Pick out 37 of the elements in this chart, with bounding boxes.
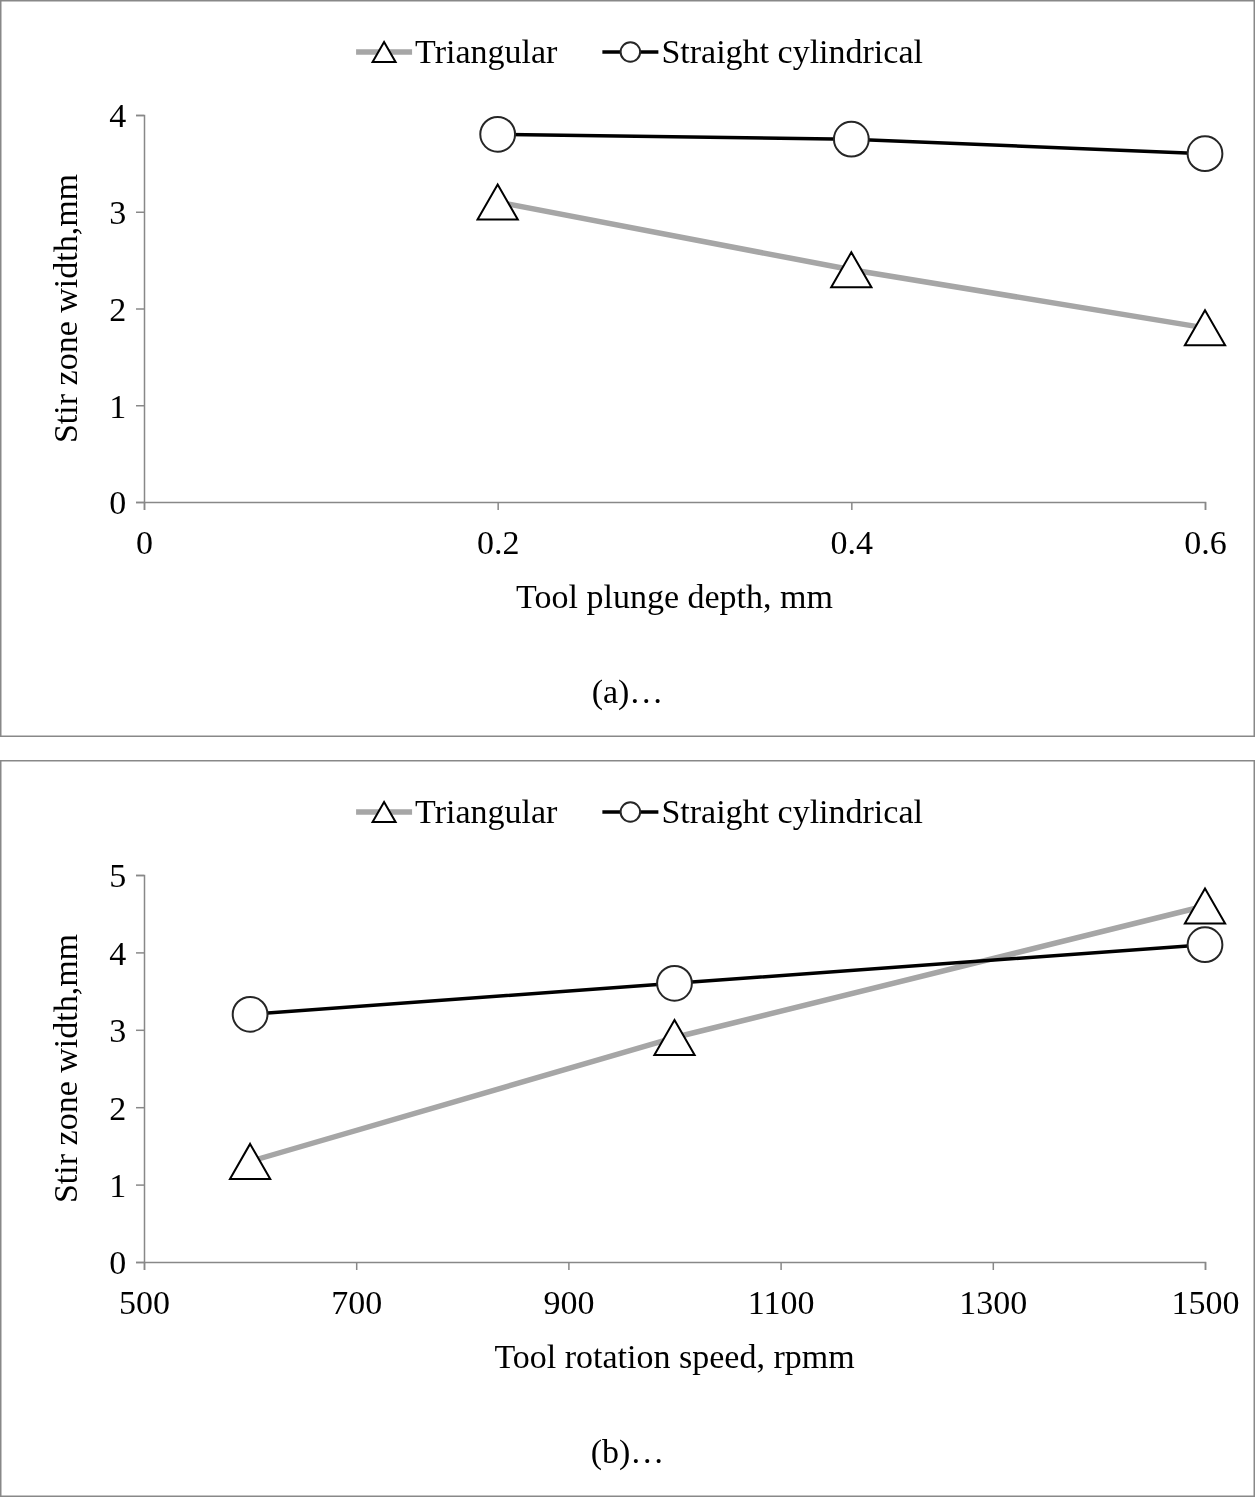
x-tick-label: 1500 xyxy=(1171,1283,1240,1321)
point xyxy=(1186,135,1224,173)
legend-label: Triangular xyxy=(415,33,559,70)
x-tick-label: 700 xyxy=(331,1283,383,1321)
x-axis-title: Tool rotation speed, rpmm xyxy=(494,1338,855,1375)
text: (a)… xyxy=(591,673,664,711)
point xyxy=(1186,926,1224,964)
y-tick-label: 1 xyxy=(109,1167,127,1204)
x-tick-label: 0.6 xyxy=(1184,523,1227,561)
point xyxy=(231,995,269,1033)
text: (b)… xyxy=(590,1433,665,1471)
legend-label: Triangular xyxy=(415,793,559,830)
x-tick-label: 900 xyxy=(543,1283,595,1321)
x-axis-title: Tool plunge depth, mm xyxy=(516,578,833,615)
x-tick-label: 0.4 xyxy=(830,523,874,561)
legend-label: Straight cylindrical xyxy=(661,793,923,830)
y-tick-label: 0 xyxy=(109,1244,127,1282)
y-tick-label: 2 xyxy=(109,290,127,328)
point xyxy=(479,116,517,153)
point xyxy=(832,120,870,158)
y-tick-label: 3 xyxy=(109,194,127,232)
y-tick-label: 2 xyxy=(109,1089,127,1127)
legend-label: Straight cylindrical xyxy=(661,33,923,70)
x-tick-label: 1300 xyxy=(959,1283,1028,1321)
x-tick-label: 0 xyxy=(136,523,153,561)
x-tick-label: 0.2 xyxy=(476,523,520,561)
y-tick-label: 1 xyxy=(109,387,127,425)
x-tick-label: 1100 xyxy=(747,1283,815,1321)
y-tick-label: 4 xyxy=(109,934,127,972)
y-axis-title: Stir zone width,mm xyxy=(47,933,84,1204)
point xyxy=(656,965,693,1002)
y-axis-title: Stir zone width,mm xyxy=(47,173,84,444)
y-tick-label: 0 xyxy=(109,484,127,522)
y-tick-label: 5 xyxy=(109,857,127,895)
y-tick-label: 3 xyxy=(109,1012,127,1050)
x-tick-label: 500 xyxy=(119,1283,170,1321)
y-tick-label: 4 xyxy=(109,97,127,135)
